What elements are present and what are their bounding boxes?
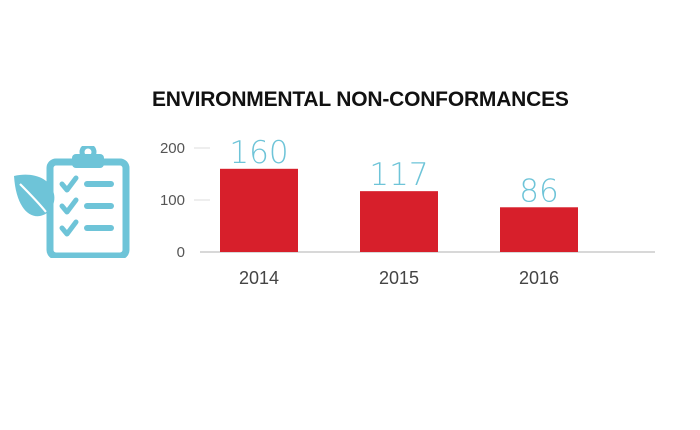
data-label-2016: 86 — [519, 173, 558, 209]
x-tick-label-2016: 2016 — [519, 268, 559, 288]
bar-2014 — [220, 168, 298, 252]
x-tick-label-2015: 2015 — [379, 268, 419, 288]
y-tick-label: 200 — [160, 140, 185, 157]
y-tick-label: 100 — [160, 192, 185, 209]
y-tick-label: 0 — [177, 244, 185, 261]
data-label-2014: 160 — [229, 135, 288, 171]
data-label-2015: 117 — [369, 157, 428, 193]
x-tick-label-2014: 2014 — [239, 268, 279, 288]
bar-2016 — [500, 207, 578, 252]
bar-2015 — [360, 191, 438, 252]
clipboard-checklist-leaf-icon — [14, 146, 130, 258]
leaf-icon — [14, 174, 55, 217]
chart-title: ENVIRONMENTAL NON-CONFORMANCES — [152, 88, 569, 111]
